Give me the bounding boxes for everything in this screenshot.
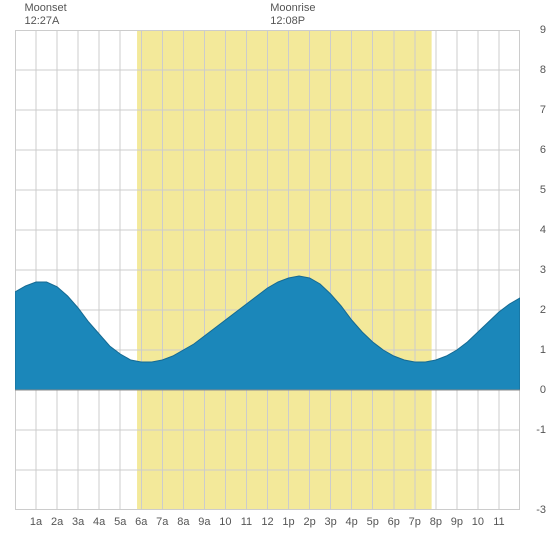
x-tick-label: 6p bbox=[388, 516, 400, 528]
x-tick-label: 9a bbox=[198, 516, 210, 528]
x-tick-label: 5p bbox=[367, 516, 379, 528]
moonset-label: Moonset bbox=[24, 2, 66, 15]
y-tick-label: -3 bbox=[536, 504, 546, 516]
x-tick-label: 12 bbox=[261, 516, 273, 528]
x-tick-label: 1p bbox=[282, 516, 294, 528]
x-tick-label: 7a bbox=[156, 516, 168, 528]
moonrise-label-group: Moonrise 12:08P bbox=[270, 2, 315, 28]
x-tick-label: 7p bbox=[409, 516, 421, 528]
tide-chart bbox=[15, 30, 520, 510]
x-tick-label: 10 bbox=[472, 516, 484, 528]
x-tick-label: 1a bbox=[30, 516, 42, 528]
y-tick-label: -1 bbox=[536, 424, 546, 436]
y-tick-label: 5 bbox=[540, 184, 546, 196]
x-tick-label: 3p bbox=[325, 516, 337, 528]
y-tick-label: 3 bbox=[540, 264, 546, 276]
y-tick-label: 1 bbox=[540, 344, 546, 356]
moonrise-label: Moonrise bbox=[270, 2, 315, 15]
y-tick-label: 9 bbox=[540, 24, 546, 36]
x-axis-labels: 1a 2a 3a 4a 5a 6a 7a 8a 9a 10 11 12 1p 2p 3p 4p 5p 6p 7p 8p… bbox=[15, 516, 520, 541]
x-tick-label: 4p bbox=[346, 516, 358, 528]
x-tick-label: 11 bbox=[493, 516, 504, 528]
y-tick-label: 6 bbox=[540, 144, 546, 156]
moonset-time: 12:27A bbox=[24, 15, 66, 28]
x-tick-label: 8a bbox=[177, 516, 189, 528]
moonrise-time: 12:08P bbox=[270, 15, 315, 28]
x-tick-label: 11 bbox=[241, 516, 252, 528]
y-tick-label: 4 bbox=[540, 224, 546, 236]
x-tick-label: 3a bbox=[72, 516, 84, 528]
y-tick-label: 0 bbox=[540, 384, 546, 396]
x-tick-label: 9p bbox=[451, 516, 463, 528]
y-tick-label: 2 bbox=[540, 304, 546, 316]
moonset-label-group: Moonset 12:27A bbox=[24, 2, 66, 28]
x-tick-label: 2p bbox=[303, 516, 315, 528]
y-tick-label: 8 bbox=[540, 64, 546, 76]
x-tick-label: 2a bbox=[51, 516, 63, 528]
x-tick-label: 10 bbox=[219, 516, 231, 528]
x-tick-label: 5a bbox=[114, 516, 126, 528]
y-axis-labels: -3-10123456789 bbox=[520, 30, 550, 510]
header-labels: Moonset 12:27A Moonrise 12:08P bbox=[0, 2, 550, 32]
x-tick-label: 4a bbox=[93, 516, 105, 528]
x-tick-label: 6a bbox=[135, 516, 147, 528]
y-tick-label: 7 bbox=[540, 104, 546, 116]
x-tick-label: 8p bbox=[430, 516, 442, 528]
tide-chart-svg bbox=[15, 30, 520, 510]
